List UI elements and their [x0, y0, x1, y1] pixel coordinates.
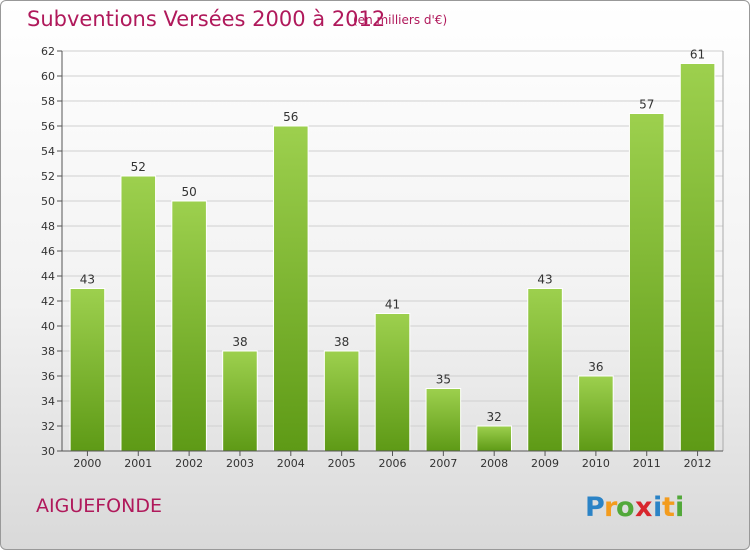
svg-text:P: P: [585, 492, 605, 523]
svg-text:r: r: [604, 492, 618, 523]
data-label: 61: [690, 48, 705, 62]
y-tick-label: 58: [41, 95, 55, 108]
x-tick-label: 2003: [226, 457, 254, 470]
svg-text:i: i: [653, 492, 662, 523]
bar: [374, 313, 411, 452]
bar: [120, 175, 157, 452]
x-tick-label: 2006: [379, 457, 407, 470]
svg-text:o: o: [616, 492, 635, 523]
x-tick-label: 2008: [480, 457, 508, 470]
y-tick-label: 56: [41, 120, 55, 133]
x-tick-label: 2002: [175, 457, 203, 470]
y-tick-label: 62: [41, 45, 55, 58]
y-tick-label: 54: [41, 145, 55, 158]
bar: [323, 350, 360, 452]
y-tick-label: 34: [41, 395, 55, 408]
y-tick-label: 38: [41, 345, 55, 358]
data-label: 35: [436, 373, 451, 387]
bar: [222, 350, 258, 452]
x-tick-label: 2010: [582, 457, 610, 470]
y-tick-label: 46: [41, 245, 55, 258]
y-tick-label: 52: [41, 170, 55, 183]
x-tick-label: 2011: [633, 457, 661, 470]
data-label: 50: [181, 185, 196, 199]
bar: [679, 63, 716, 452]
bar: [273, 125, 309, 452]
data-label: 41: [385, 298, 400, 312]
x-tick-label: 2007: [429, 457, 457, 470]
y-tick-label: 42: [41, 295, 55, 308]
chart-title: Subventions Versées 2000 à 2012: [27, 7, 386, 31]
y-tick-label: 50: [41, 195, 55, 208]
y-tick-label: 32: [41, 420, 55, 433]
y-tick-label: 48: [41, 220, 55, 233]
svg-text:x: x: [635, 492, 652, 523]
x-tick-label: 2004: [277, 457, 305, 470]
data-label: 38: [232, 335, 247, 349]
y-tick-label: 30: [41, 445, 55, 458]
chart-subtitle: (en milliers d'€): [353, 13, 448, 27]
svg-text:t: t: [662, 492, 675, 523]
data-label: 38: [334, 335, 349, 349]
svg-text:i: i: [675, 492, 684, 523]
proxiti-logo: P r o x i t i: [585, 492, 684, 523]
x-tick-label: 2001: [124, 457, 152, 470]
data-label: 32: [487, 410, 502, 424]
bar: [171, 200, 207, 452]
y-tick-label: 40: [41, 320, 55, 333]
data-label: 43: [537, 273, 552, 287]
x-tick-label: 2005: [328, 457, 356, 470]
bar: [628, 113, 665, 452]
x-tick-label: 2009: [531, 457, 559, 470]
y-tick-label: 60: [41, 70, 55, 83]
data-label: 43: [80, 273, 95, 287]
bar: [578, 375, 614, 452]
data-label: 56: [283, 110, 298, 124]
bar: [527, 288, 563, 452]
data-label: 57: [639, 98, 654, 112]
x-tick-label: 2012: [684, 457, 712, 470]
y-tick-label: 44: [41, 270, 55, 283]
data-label: 36: [588, 360, 603, 374]
data-label: 52: [131, 160, 146, 174]
commune-name: AIGUEFONDE: [36, 495, 162, 517]
bar: [69, 288, 106, 452]
bar: [425, 388, 462, 452]
x-tick-label: 2000: [73, 457, 101, 470]
bar: [476, 425, 512, 452]
y-tick-label: 36: [41, 370, 55, 383]
